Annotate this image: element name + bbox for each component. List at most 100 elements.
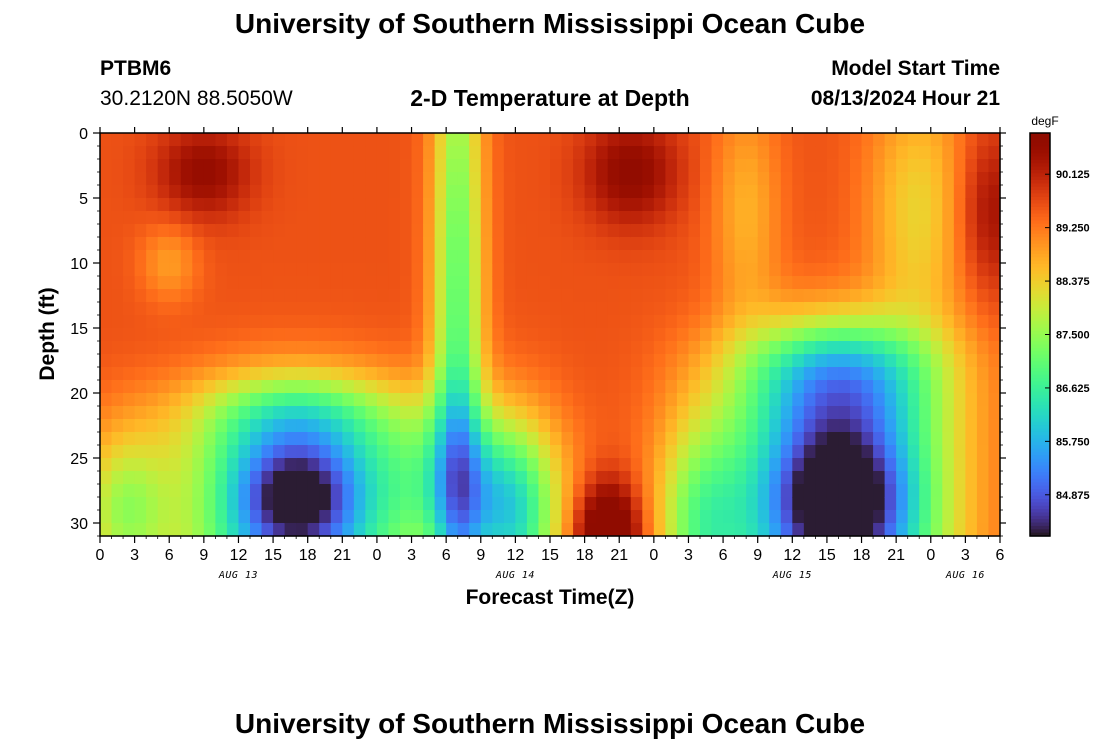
heatmap-cell (942, 458, 955, 472)
heatmap-cell (953, 354, 966, 368)
heatmap-cell (965, 484, 978, 498)
heatmap-cell (134, 497, 147, 511)
heatmap-cell (330, 419, 343, 433)
heatmap-cell (365, 497, 378, 511)
heatmap-cell (284, 302, 297, 316)
heatmap-cell (838, 237, 851, 251)
heatmap-cell (180, 263, 193, 277)
heatmap-cell (873, 263, 886, 277)
heatmap-cell (619, 341, 632, 355)
heatmap-cell (423, 159, 436, 173)
heatmap-cell (561, 367, 574, 381)
heatmap-cell (584, 393, 597, 407)
heatmap-cell (676, 263, 690, 277)
heatmap-cell (976, 172, 990, 186)
heatmap-cell (723, 289, 736, 303)
heatmap-cell (446, 510, 459, 524)
colorbar-segment (1030, 408, 1050, 413)
heatmap-cell (700, 211, 713, 225)
heatmap-cell (896, 328, 909, 342)
heatmap-cell (192, 367, 205, 381)
heatmap-cell (976, 302, 990, 316)
heatmap-cell (757, 276, 770, 290)
heatmap-cell (792, 198, 805, 212)
heatmap-cell (250, 289, 263, 303)
heatmap-cell (238, 224, 251, 238)
heatmap-cell (342, 172, 355, 186)
heatmap-cell (896, 172, 909, 186)
y-tick-label: 15 (70, 321, 88, 338)
heatmap-cell (446, 341, 459, 355)
heatmap-cell (642, 432, 655, 446)
heatmap-cell (826, 510, 840, 524)
heatmap-cell (734, 432, 747, 446)
heatmap-cell (284, 458, 297, 472)
heatmap-cell (123, 471, 136, 485)
x-tick-label: 18 (853, 547, 871, 564)
heatmap-cell (538, 263, 551, 277)
heatmap-cell (976, 341, 990, 355)
colorbar-segment (1030, 223, 1050, 228)
heatmap-cell (607, 354, 620, 368)
heatmap-cell (850, 146, 863, 160)
heatmap-cell (100, 211, 113, 225)
heatmap-cell (111, 432, 124, 446)
heatmap-cell (376, 237, 390, 251)
heatmap-cell (296, 276, 309, 290)
heatmap-cell (930, 484, 943, 498)
heatmap-cell (688, 523, 701, 537)
heatmap-cell (457, 224, 470, 238)
heatmap-cell (446, 419, 459, 433)
heatmap-cell (503, 523, 516, 537)
heatmap-cell (319, 510, 332, 524)
heatmap-cell (503, 328, 516, 342)
heatmap-cell (226, 419, 240, 433)
heatmap-cell (123, 198, 136, 212)
heatmap-cell (815, 380, 828, 394)
heatmap-cell (630, 354, 643, 368)
heatmap-cell (780, 146, 793, 160)
heatmap-cell (480, 276, 493, 290)
heatmap-cell (400, 263, 413, 277)
heatmap-cell (884, 133, 897, 147)
heatmap-cell (573, 263, 586, 277)
heatmap-cell (469, 380, 482, 394)
heatmap-cell (688, 432, 701, 446)
heatmap-cell (942, 484, 955, 498)
heatmap-cell (250, 328, 263, 342)
colorbar-segment (1030, 405, 1050, 409)
heatmap-cell (146, 341, 159, 355)
heatmap-cell (723, 471, 736, 485)
colorbar-segment (1030, 337, 1050, 342)
heatmap-cell (665, 289, 678, 303)
heatmap-cell (607, 315, 620, 329)
heatmap-cell (261, 445, 274, 459)
heatmap-cell (307, 289, 320, 303)
colorbar-segment (1030, 482, 1050, 487)
colorbar-tick-label: 84.875 (1056, 490, 1090, 502)
heatmap-cell (100, 328, 113, 342)
heatmap-cell (746, 237, 759, 251)
heatmap-cell (353, 484, 366, 498)
colorbar-segment (1030, 445, 1050, 450)
heatmap-cell (203, 497, 216, 511)
heatmap-cell (561, 432, 574, 446)
heatmap-cell (423, 380, 436, 394)
heatmap-cell (723, 484, 736, 498)
heatmap-cell (411, 341, 424, 355)
heatmap-cell (526, 367, 540, 381)
heatmap-cell (873, 510, 886, 524)
heatmap-cell (884, 367, 897, 381)
heatmap-cell (746, 146, 759, 160)
heatmap-cell (469, 302, 482, 316)
heatmap-cell (157, 497, 170, 511)
heatmap-cell (400, 302, 413, 316)
heatmap-cell (700, 380, 713, 394)
heatmap-cell (561, 471, 574, 485)
heatmap-cell (192, 484, 205, 498)
heatmap-cell (411, 237, 424, 251)
heatmap-cell (884, 146, 897, 160)
heatmap-cell (134, 224, 147, 238)
heatmap-cell (376, 471, 390, 485)
heatmap-cell (907, 354, 920, 368)
